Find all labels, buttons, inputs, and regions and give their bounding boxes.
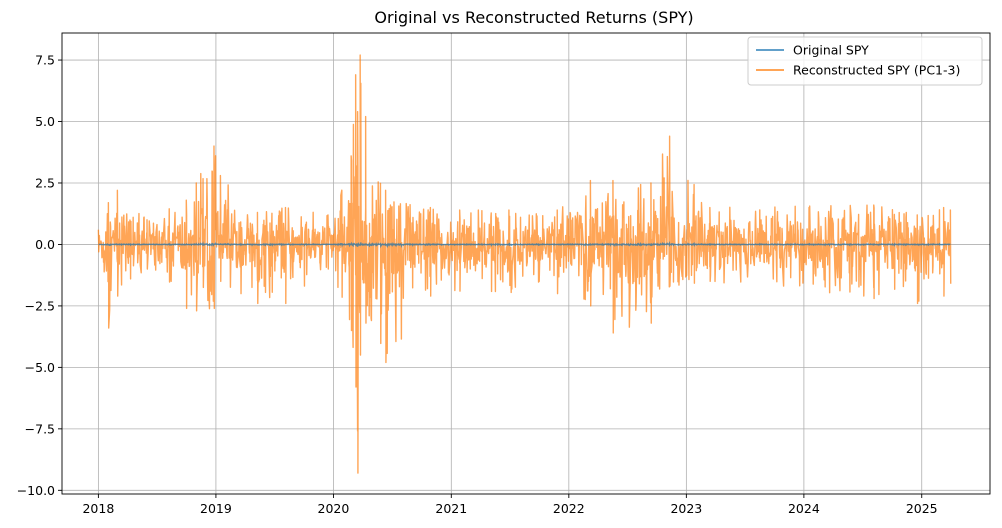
- legend-box: [747, 36, 983, 86]
- plot-area-frame: [61, 32, 991, 495]
- y-tick-label: 5.0: [35, 114, 55, 129]
- y-tick-label: 7.5: [35, 53, 55, 68]
- y-tick-label: −2.5: [25, 298, 55, 313]
- x-tick-label: 2018: [82, 501, 114, 516]
- x-tick-label: 2023: [670, 501, 702, 516]
- x-tick-label: 2019: [200, 501, 232, 516]
- series-layer: [97, 54, 952, 474]
- y-tick-label: −7.5: [25, 421, 55, 436]
- legend-label: Reconstructed SPY (PC1-3): [793, 63, 960, 78]
- x-tick-label: 2022: [553, 501, 585, 516]
- y-tick-label: −5.0: [25, 360, 55, 375]
- axis-ticks: 2018 2019 2020 2021 2022 2023 2024 2025 7.5 5.0 2.…: [17, 53, 938, 516]
- y-tick-label: 0.0: [35, 237, 55, 252]
- series-line-original-spy: [98, 240, 951, 249]
- x-tick-label: 2024: [788, 501, 820, 516]
- y-tick-label: −10.0: [17, 483, 55, 498]
- x-tick-label: 2021: [435, 501, 467, 516]
- chart-title: Original vs Reconstructed Returns (SPY): [374, 8, 693, 27]
- series-line-reconstructed-spy: [97, 54, 952, 474]
- y-tick-label: 2.5: [35, 175, 55, 190]
- x-tick-label: 2025: [906, 501, 938, 516]
- legend-label: Original SPY: [793, 43, 869, 58]
- legend: Original SPY Reconstructed SPY (PC1-3): [747, 36, 983, 86]
- x-tick-label: 2020: [318, 501, 350, 516]
